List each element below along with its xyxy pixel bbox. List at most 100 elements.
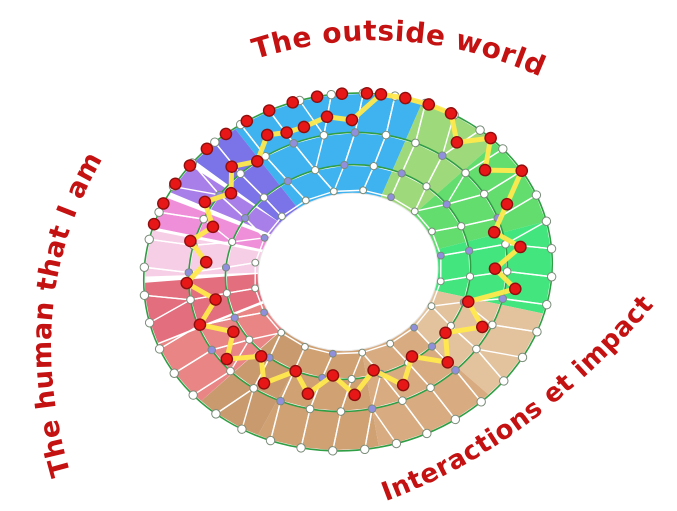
red-node <box>220 352 234 366</box>
white-node <box>475 125 485 135</box>
red-node <box>280 126 293 139</box>
sector-tan-dark <box>257 344 379 451</box>
red-node <box>405 350 419 363</box>
purple-node <box>283 177 292 186</box>
spoke-line <box>389 342 409 364</box>
spoke-line <box>446 172 467 206</box>
white-node <box>517 352 528 363</box>
spoke-line <box>440 250 470 257</box>
spoke-line <box>173 349 213 374</box>
red-node <box>515 164 529 178</box>
white-node <box>398 396 407 405</box>
red-node <box>251 154 264 168</box>
white-node <box>222 289 231 298</box>
white-node <box>210 137 220 147</box>
red-node <box>219 127 233 141</box>
donut-wheel <box>139 86 557 456</box>
purple-node <box>350 128 360 137</box>
white-node <box>457 222 466 231</box>
spoke-line <box>225 261 256 269</box>
white-node <box>139 262 150 272</box>
spoke-line <box>172 185 221 196</box>
spoke-line <box>431 225 462 233</box>
sector-tan-brown <box>200 329 309 437</box>
white-node <box>369 162 378 171</box>
red-node <box>514 240 527 254</box>
red-node <box>193 318 207 331</box>
white-node <box>144 234 154 245</box>
purple-node <box>340 160 349 170</box>
ring-chord <box>263 311 282 334</box>
red-node <box>180 276 194 290</box>
purple-node <box>207 345 217 355</box>
red-node <box>374 87 388 101</box>
spoke-line <box>332 410 342 452</box>
white-node <box>328 446 338 456</box>
white-node <box>278 212 286 221</box>
spoke-line <box>298 99 325 136</box>
white-node <box>277 328 286 337</box>
spoke-line <box>241 387 255 430</box>
purple-node <box>465 246 474 255</box>
white-node <box>465 272 475 281</box>
red-node <box>399 91 412 105</box>
red-node <box>345 113 359 127</box>
white-node <box>336 407 346 416</box>
red-node <box>198 195 212 209</box>
red-node <box>488 262 502 275</box>
spoke-line <box>350 351 363 380</box>
spoke-line <box>143 294 192 301</box>
white-node <box>428 227 436 236</box>
white-node <box>199 214 208 224</box>
white-node <box>228 237 237 246</box>
white-node <box>422 182 431 191</box>
spoke-line <box>248 331 282 341</box>
purple-node <box>410 323 418 332</box>
white-node <box>546 272 557 282</box>
ring-chord <box>333 189 364 193</box>
spoke-line <box>143 266 190 274</box>
white-node <box>532 327 542 337</box>
spoke-line <box>287 180 307 202</box>
ring-chord <box>254 261 256 290</box>
red-node <box>422 98 436 111</box>
white-node <box>358 348 367 357</box>
spoke-line <box>340 378 353 413</box>
spoke-line <box>263 196 283 218</box>
spoke-line <box>400 142 417 175</box>
red-node <box>224 186 238 200</box>
spoke-line <box>454 369 482 403</box>
ring-chord <box>281 199 307 218</box>
spoke-line <box>231 237 266 243</box>
red-node <box>461 295 475 308</box>
white-node <box>251 284 260 293</box>
spoke-line <box>192 370 232 396</box>
red-node <box>206 220 220 234</box>
purple-node <box>328 349 337 358</box>
spoke-line <box>414 185 428 213</box>
spoke-line <box>429 386 457 421</box>
white-node <box>139 290 150 300</box>
spoke-line <box>425 154 444 188</box>
red-node <box>289 364 302 378</box>
red-node <box>169 177 182 191</box>
ring-chord <box>414 210 433 233</box>
red-node <box>310 90 324 104</box>
white-node <box>186 295 195 305</box>
purple-node <box>230 313 239 322</box>
white-node <box>144 318 155 328</box>
white-node <box>259 193 269 202</box>
white-node <box>301 196 310 205</box>
white-node <box>251 258 260 267</box>
spoke-line <box>268 331 282 359</box>
white-node <box>188 390 198 400</box>
white-node <box>427 302 436 311</box>
spoke-line <box>234 311 265 319</box>
sector-sky-blue <box>234 93 423 209</box>
ring-chord <box>390 196 416 213</box>
spoke-line <box>314 134 325 171</box>
red-node <box>240 114 254 128</box>
spoke-line <box>148 299 192 324</box>
white-node <box>386 339 395 348</box>
spoke-line <box>430 301 465 307</box>
